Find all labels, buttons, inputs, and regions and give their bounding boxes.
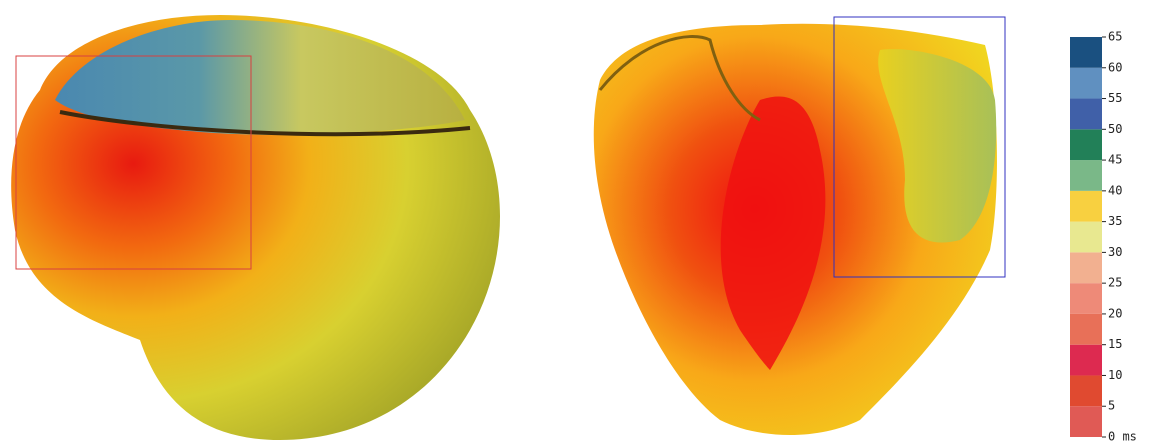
colorbar-segment [1070, 160, 1102, 191]
colorbar-tick-label: 65 [1108, 30, 1122, 44]
colorbar-tick-label: 35 [1108, 214, 1122, 228]
colorbar-tick-label: 20 [1108, 306, 1122, 320]
colorbar-tick-label: 50 [1108, 122, 1122, 136]
colorbar-segment [1070, 221, 1102, 253]
colorbar: 0 ms 5 10 15 20 25 30 35 40 45 50 55 60 65 [1070, 30, 1137, 444]
colorbar-segment [1070, 283, 1102, 314]
colorbar-segment [1070, 375, 1102, 407]
colorbar-tick-label: 55 [1108, 91, 1122, 105]
colorbar-segment [1070, 37, 1102, 68]
colorbar-tick-label: 30 [1108, 245, 1122, 259]
colorbar-segment [1070, 406, 1102, 437]
colorbar-tick-label: 40 [1108, 183, 1122, 197]
colorbar-tick-label: 5 [1108, 399, 1115, 413]
colorbar-tick-label: 60 [1108, 60, 1122, 74]
colorbar-segment [1070, 98, 1102, 130]
colorbar-segment [1070, 252, 1102, 284]
colorbar-tick-label: 0 ms [1108, 430, 1137, 442]
colorbar-segment [1070, 190, 1102, 222]
colorbar-tick-label: 10 [1108, 368, 1122, 382]
left-heart [11, 15, 500, 440]
right-heart [593, 16, 1006, 436]
colorbar-tick-label: 45 [1108, 153, 1122, 167]
colorbar-segment [1070, 313, 1102, 345]
colorbar-segment [1070, 67, 1102, 99]
colorbar-segment [1070, 129, 1102, 161]
colorbar-tick-label: 15 [1108, 337, 1122, 351]
colorbar-tick-label: 25 [1108, 276, 1122, 290]
colorbar-segment [1070, 344, 1102, 376]
